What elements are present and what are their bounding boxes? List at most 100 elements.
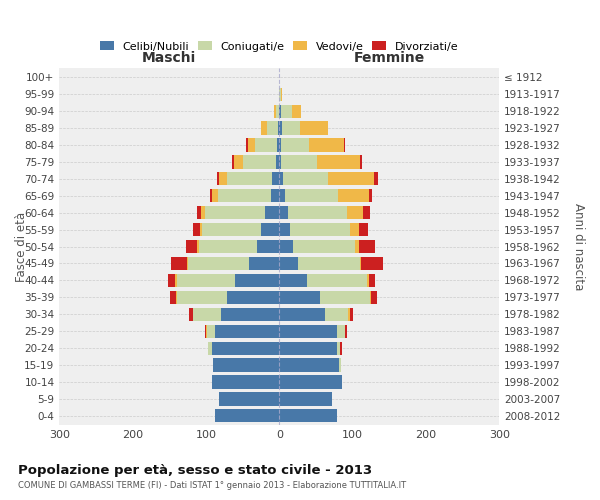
- Bar: [208, 342, 212, 354]
- Bar: [290, 223, 350, 236]
- Bar: [219, 172, 227, 186]
- Bar: [363, 206, 370, 220]
- Bar: [214, 358, 280, 372]
- Bar: [281, 156, 317, 168]
- Bar: [280, 189, 285, 202]
- Bar: [242, 156, 275, 168]
- Bar: [280, 240, 293, 253]
- Bar: [320, 290, 370, 304]
- Bar: [288, 206, 347, 220]
- Bar: [369, 189, 373, 202]
- Bar: [292, 104, 301, 118]
- Bar: [187, 257, 188, 270]
- Bar: [280, 342, 337, 354]
- Text: Popolazione per età, sesso e stato civile - 2013: Popolazione per età, sesso e stato civil…: [18, 464, 372, 477]
- Bar: [348, 308, 350, 321]
- Bar: [280, 88, 281, 101]
- Bar: [370, 290, 371, 304]
- Text: Femmine: Femmine: [353, 52, 425, 66]
- Bar: [325, 308, 348, 321]
- Bar: [261, 223, 280, 236]
- Bar: [278, 88, 280, 101]
- Bar: [175, 274, 176, 287]
- Bar: [221, 308, 280, 321]
- Bar: [283, 172, 328, 186]
- Bar: [235, 274, 280, 287]
- Bar: [280, 257, 298, 270]
- Bar: [317, 156, 360, 168]
- Bar: [337, 342, 340, 354]
- Bar: [346, 324, 347, 338]
- Bar: [280, 409, 337, 422]
- Bar: [170, 290, 176, 304]
- Bar: [350, 223, 359, 236]
- Bar: [218, 189, 271, 202]
- Bar: [281, 138, 308, 151]
- Bar: [344, 138, 346, 151]
- Bar: [280, 274, 307, 287]
- Bar: [208, 324, 215, 338]
- Bar: [300, 122, 328, 134]
- Bar: [280, 156, 281, 168]
- Bar: [347, 206, 363, 220]
- Bar: [280, 172, 283, 186]
- Bar: [280, 104, 281, 118]
- Bar: [307, 274, 367, 287]
- Bar: [280, 324, 337, 338]
- Bar: [280, 138, 281, 151]
- Bar: [340, 358, 341, 372]
- Bar: [186, 240, 197, 253]
- Bar: [281, 104, 292, 118]
- Bar: [280, 223, 290, 236]
- Bar: [359, 223, 368, 236]
- Bar: [193, 223, 200, 236]
- Bar: [193, 308, 221, 321]
- Bar: [350, 308, 353, 321]
- Bar: [219, 392, 280, 406]
- Bar: [205, 324, 206, 338]
- Bar: [234, 156, 242, 168]
- Bar: [280, 290, 320, 304]
- Bar: [188, 257, 248, 270]
- Text: COMUNE DI GAMBASSI TERME (FI) - Dati ISTAT 1° gennaio 2013 - Elaborazione TUTTIT: COMUNE DI GAMBASSI TERME (FI) - Dati IST…: [18, 481, 406, 490]
- Bar: [280, 122, 281, 134]
- Bar: [212, 376, 280, 388]
- Bar: [199, 240, 257, 253]
- Bar: [275, 156, 280, 168]
- Bar: [374, 172, 377, 186]
- Bar: [308, 138, 344, 151]
- Bar: [209, 189, 212, 202]
- Bar: [272, 172, 280, 186]
- Bar: [337, 324, 346, 338]
- Bar: [217, 172, 219, 186]
- Bar: [261, 122, 267, 134]
- Bar: [274, 104, 275, 118]
- Bar: [212, 342, 280, 354]
- Bar: [200, 223, 202, 236]
- Bar: [298, 257, 360, 270]
- Bar: [293, 240, 355, 253]
- Bar: [278, 122, 280, 134]
- Bar: [227, 290, 280, 304]
- Bar: [267, 122, 278, 134]
- Bar: [255, 138, 277, 151]
- Bar: [271, 189, 280, 202]
- Bar: [285, 189, 338, 202]
- Bar: [197, 206, 201, 220]
- Bar: [232, 156, 234, 168]
- Bar: [257, 240, 280, 253]
- Bar: [281, 88, 282, 101]
- Bar: [202, 223, 261, 236]
- Bar: [212, 189, 218, 202]
- Bar: [360, 257, 361, 270]
- Legend: Celibi/Nubili, Coniugati/e, Vedovi/e, Divorziati/e: Celibi/Nubili, Coniugati/e, Vedovi/e, Di…: [97, 38, 461, 55]
- Bar: [360, 156, 362, 168]
- Bar: [277, 138, 280, 151]
- Bar: [171, 257, 187, 270]
- Bar: [371, 290, 377, 304]
- Bar: [359, 240, 374, 253]
- Bar: [281, 122, 300, 134]
- Bar: [265, 206, 280, 220]
- Bar: [201, 206, 205, 220]
- Bar: [176, 290, 227, 304]
